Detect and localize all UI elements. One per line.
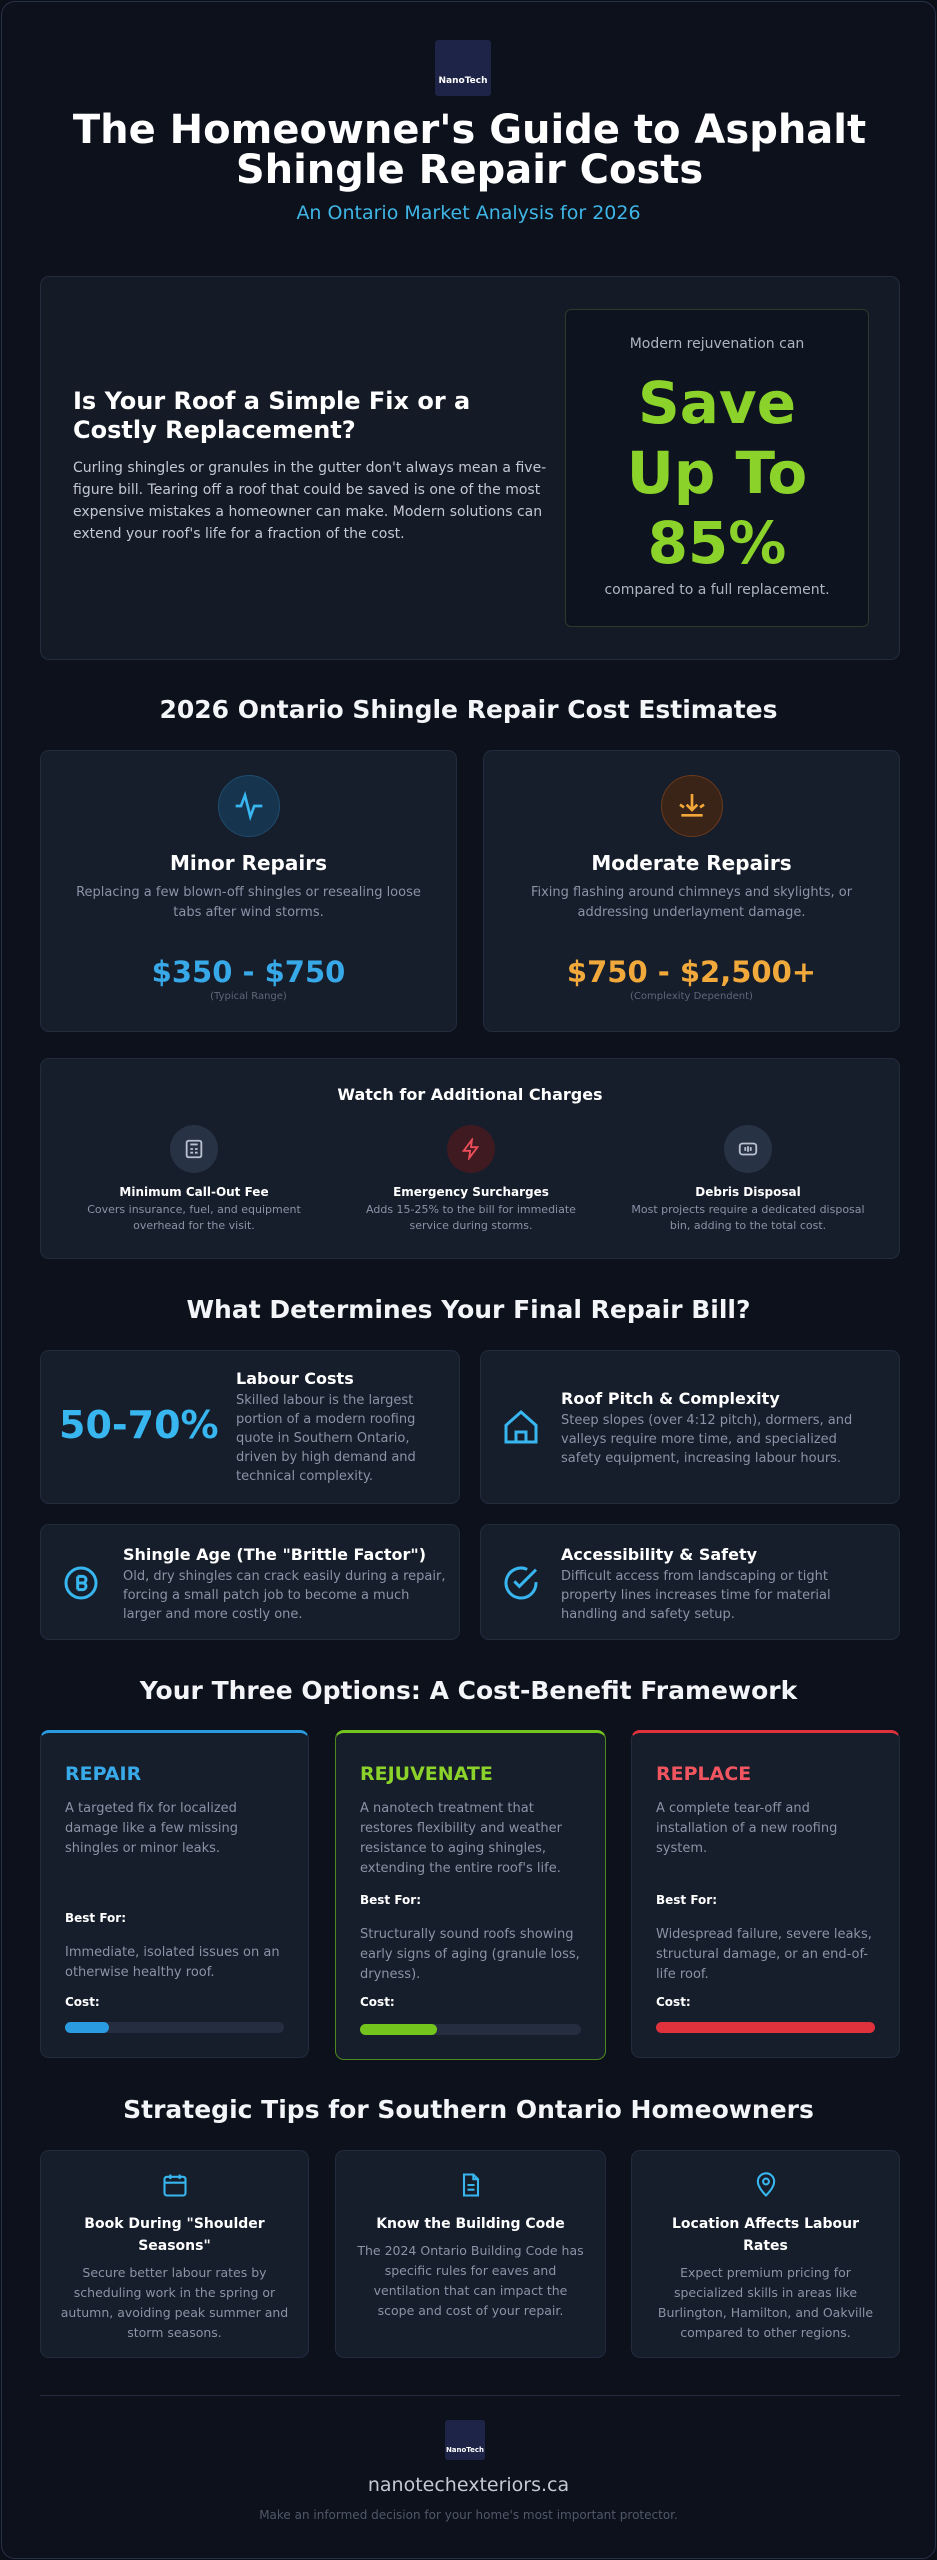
title: The Homeowner's Guide to Asphalt Shingle… bbox=[72, 107, 867, 193]
option-title: REPAIR bbox=[65, 1763, 142, 1785]
tip-description: The 2024 Ontario Building Code has speci… bbox=[357, 2243, 584, 2318]
price: $750 - $2,500+ bbox=[566, 955, 817, 989]
tip-title: Know the Building Code bbox=[376, 2216, 565, 2232]
card-description: Replacing a few blown-off shingles or re… bbox=[76, 885, 421, 920]
subtitle: An Ontario Market Analysis for 2026 bbox=[296, 202, 641, 224]
factor-description: Old, dry shingles can crack easily durin… bbox=[123, 1569, 446, 1622]
price-note: (Complexity Dependent) bbox=[630, 991, 753, 1002]
factor-stat: 50-70% bbox=[59, 1403, 219, 1447]
icon bbox=[218, 775, 280, 837]
icon bbox=[756, 2172, 776, 2197]
logo-text: NanoTech bbox=[438, 76, 488, 86]
charge-title: Emergency Surcharges bbox=[393, 1185, 549, 1199]
tip-card: Location Affects Labour Rates Expect pre… bbox=[631, 2150, 900, 2358]
factor-title: Labour Costs bbox=[236, 1369, 354, 1388]
cost-label: Cost: bbox=[656, 1995, 691, 2009]
icon bbox=[447, 1125, 495, 1173]
callout-headline: Save Up To 85% bbox=[626, 369, 808, 577]
cost-label: Cost: bbox=[360, 1995, 395, 2009]
cost-bar bbox=[65, 2022, 284, 2033]
best-label: Best For: bbox=[65, 1911, 127, 1925]
tip-title: Location Affects Labour Rates bbox=[672, 2216, 859, 2254]
icon bbox=[661, 775, 723, 837]
best-text: Widespread failure, severe leaks, struct… bbox=[656, 1927, 872, 1982]
tip-title: Book During "Shoulder Seasons" bbox=[84, 2216, 265, 2254]
card-title: Moderate Repairs bbox=[591, 851, 792, 875]
tip-card: Book During "Shoulder Seasons" Secure be… bbox=[40, 2150, 309, 2358]
factor-title: Shingle Age (The "Brittle Factor") bbox=[123, 1545, 427, 1564]
icon bbox=[504, 1409, 538, 1444]
option-description: A complete tear-off and installation of … bbox=[656, 1801, 838, 1856]
icon bbox=[163, 2174, 187, 2197]
option-description: A nanotech treatment that restores flexi… bbox=[360, 1801, 562, 1876]
best-label: Best For: bbox=[360, 1893, 422, 1907]
footer-logo: NanoTech bbox=[445, 2420, 485, 2460]
charge-title: Debris Disposal bbox=[695, 1185, 801, 1199]
cost-bar bbox=[360, 2024, 581, 2035]
option-card: REJUVENATE A nanotech treatment that res… bbox=[335, 1730, 606, 2060]
option-card: REPLACE A complete tear-off and installa… bbox=[631, 1730, 900, 2058]
icon bbox=[64, 1566, 98, 1600]
callout-intro: Modern rejuvenation can bbox=[629, 336, 805, 352]
charge-title: Minimum Call-Out Fee bbox=[119, 1185, 269, 1199]
factor-title: Roof Pitch & Complexity bbox=[561, 1389, 780, 1408]
charge-description: Covers insurance, fuel, and equipment ov… bbox=[87, 1203, 301, 1232]
best-text: Immediate, isolated issues on an otherwi… bbox=[65, 1945, 280, 1980]
cost-label: Cost: bbox=[65, 1995, 100, 2009]
card-description: Fixing flashing around chimneys and skyl… bbox=[530, 885, 853, 920]
factor-card: Accessibility & Safety Difficult access … bbox=[480, 1524, 900, 1640]
best-label: Best For: bbox=[656, 1893, 718, 1907]
section-heading: Your Three Options: A Cost-Benefit Frame… bbox=[139, 1676, 798, 1705]
logo: NanoTech bbox=[435, 40, 491, 96]
card-title: Minor Repairs bbox=[170, 851, 327, 875]
logo-text: NanoTech bbox=[445, 2446, 485, 2454]
charges-heading: Watch for Additional Charges bbox=[337, 1085, 603, 1104]
best-text: Structurally sound roofs showing early s… bbox=[360, 1927, 580, 1982]
section-heading: 2026 Ontario Shingle Repair Cost Estimat… bbox=[159, 695, 778, 724]
factor-title: Accessibility & Safety bbox=[561, 1545, 758, 1564]
charge-description: Adds 15-25% to the bill for immediate se… bbox=[366, 1203, 576, 1232]
estimate-card: Minor Repairs Replacing a few blown-off … bbox=[40, 750, 457, 1032]
tip-card: Know the Building Code The 2024 Ontario … bbox=[335, 2150, 606, 2358]
factor-description: Skilled labour is the largest portion of… bbox=[236, 1393, 416, 1484]
icon bbox=[462, 2173, 480, 2197]
divider bbox=[40, 2395, 900, 2396]
icon bbox=[724, 1125, 772, 1173]
callout-outro: compared to a full replacement. bbox=[604, 582, 830, 598]
price-note: (Typical Range) bbox=[210, 991, 287, 1002]
option-title: REPLACE bbox=[656, 1763, 752, 1785]
option-title: REJUVENATE bbox=[360, 1763, 493, 1785]
cost-bar bbox=[656, 2022, 875, 2033]
hero-card: Is Your Roof a Simple Fix or a Costly Re… bbox=[40, 276, 900, 660]
factor-card: Roof Pitch & Complexity Steep slopes (ov… bbox=[480, 1350, 900, 1504]
tip-description: Secure better labour rates by scheduling… bbox=[60, 2265, 289, 2340]
footer-tagline: Make an informed decision for your home'… bbox=[259, 2508, 678, 2522]
factor-card: Shingle Age (The "Brittle Factor") Old, … bbox=[40, 1524, 460, 1640]
footer-site[interactable]: nanotechexteriors.ca bbox=[367, 2474, 570, 2496]
hero-heading: Is Your Roof a Simple Fix or a Costly Re… bbox=[73, 387, 471, 444]
factor-description: Difficult access from landscaping or tig… bbox=[561, 1569, 831, 1622]
estimate-card: Moderate Repairs Fixing flashing around … bbox=[483, 750, 900, 1032]
charges-card: Watch for Additional Charges Minimum Cal… bbox=[40, 1058, 900, 1259]
option-description: A targeted fix for localized damage like… bbox=[65, 1801, 239, 1856]
factor-description: Steep slopes (over 4:12 pitch), dormers,… bbox=[561, 1413, 853, 1466]
section-heading: What Determines Your Final Repair Bill? bbox=[186, 1295, 751, 1324]
price: $350 - $750 bbox=[151, 955, 346, 989]
callout-box: Modern rejuvenation can Save Up To 85% c… bbox=[565, 309, 869, 627]
hero-body: Curling shingles or granules in the gutt… bbox=[73, 460, 547, 542]
icon bbox=[170, 1125, 218, 1173]
tip-description: Expect premium pricing for specialized s… bbox=[657, 2265, 874, 2340]
icon bbox=[504, 1566, 538, 1600]
factor-card: 50-70% Labour Costs Skilled labour is th… bbox=[40, 1350, 460, 1504]
section-heading: Strategic Tips for Southern Ontario Home… bbox=[123, 2095, 814, 2124]
charge-description: Most projects require a dedicated dispos… bbox=[631, 1203, 865, 1232]
option-card: REPAIR A targeted fix for localized dama… bbox=[40, 1730, 309, 2058]
